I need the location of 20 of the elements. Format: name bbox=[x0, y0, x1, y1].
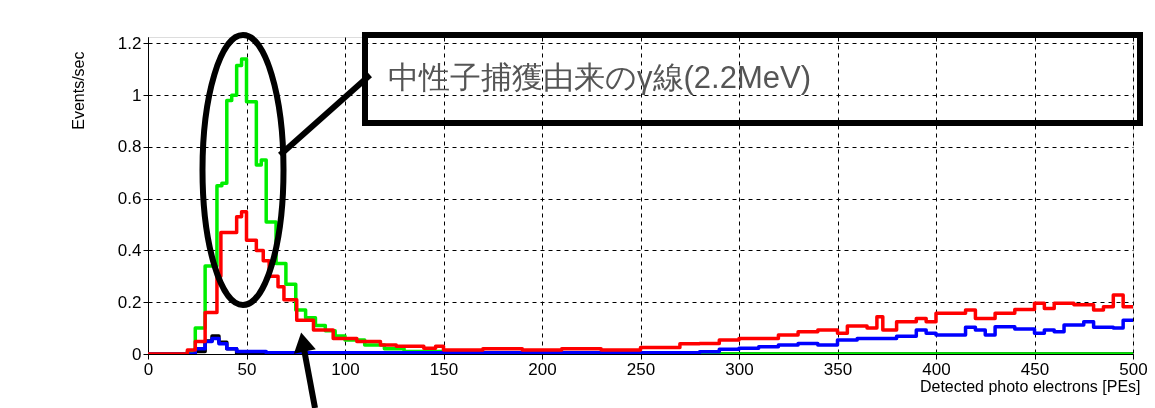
x-tick-label: 400 bbox=[922, 359, 951, 379]
y-tick-label: 0 bbox=[132, 344, 142, 364]
x-tick-label: 500 bbox=[1119, 359, 1148, 379]
x-axis-title: Detected photo electrons [PEs] bbox=[919, 377, 1141, 395]
x-tick-label: 150 bbox=[429, 359, 459, 379]
y-tick-label: 0.2 bbox=[117, 292, 142, 312]
x-tick-label: 350 bbox=[823, 359, 853, 379]
x-tick-label: 250 bbox=[626, 359, 656, 379]
y-tick-label: 0.4 bbox=[117, 240, 142, 260]
x-tick-label: 200 bbox=[528, 359, 557, 379]
x-tick-label: 300 bbox=[725, 359, 754, 379]
y-tick-label: 1.2 bbox=[117, 33, 142, 53]
y-tick-label: 0.8 bbox=[117, 137, 142, 157]
y-tick-label: 1 bbox=[132, 85, 142, 105]
y-tick-label: 0.6 bbox=[117, 189, 142, 209]
y-axis-title: Events/sec bbox=[69, 51, 87, 130]
x-tick-label: 50 bbox=[237, 359, 257, 379]
annotation: 中性子捕獲由来のγ線(2.2MeV) bbox=[388, 60, 811, 95]
x-tick-label: 450 bbox=[1020, 359, 1050, 379]
x-tick-label: 100 bbox=[331, 359, 360, 379]
